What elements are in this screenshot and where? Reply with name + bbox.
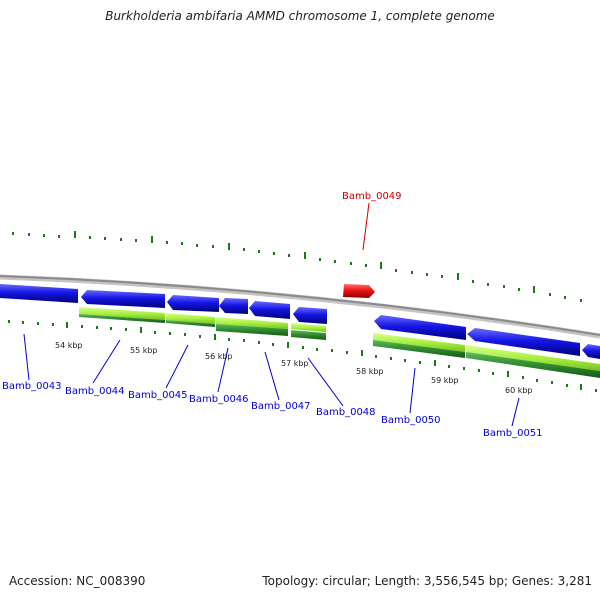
cds-bar-dark [466,352,600,378]
cds-bar-light [216,317,288,329]
gene-label-bamb-0050[interactable]: Bamb_0050 [381,415,441,426]
gene-label-bamb-0045[interactable]: Bamb_0045 [128,390,188,401]
tick-label: 59 kbp [431,376,459,385]
tick-labels: 54 kbp 55 kbp 56 kbp 57 kbp 58 kbp 59 kb… [55,341,533,395]
cds-bar-light [166,313,215,324]
gene-arrow-bamb-0050[interactable] [374,315,466,340]
gene-arrow-bamb-0046[interactable] [219,298,248,314]
genome-summary-text: Topology: circular; Length: 3,556,545 bp… [262,574,592,588]
cds-bar-light [373,333,465,352]
gene-arrow-bamb-0048[interactable] [293,307,327,324]
accession-text: Accession: NC_008390 [9,574,146,588]
gene-label-bamb-0049[interactable]: Bamb_0049 [342,191,402,202]
cds-track [79,307,600,378]
gene-label-bamb-0044[interactable]: Bamb_0044 [65,386,125,397]
gene-arrow-bamb-0047[interactable] [249,301,290,319]
tick-label: 60 kbp [505,386,533,395]
gene-label-bamb-0048[interactable]: Bamb_0048 [316,407,376,418]
map-title: Burkholderia ambifaria AMMD chromosome 1… [105,9,495,23]
lower-tick-ring [8,320,597,392]
tick-label: 54 kbp [55,341,83,350]
backbone-arc [0,274,600,339]
tick-label: 58 kbp [356,367,384,376]
cds-bar-dark [216,324,288,336]
cds-bar-dark [373,340,465,358]
tick-label: 55 kbp [130,346,158,355]
gene-arrow-bamb-0049[interactable] [343,284,375,298]
gene-label-bamb-0046[interactable]: Bamb_0046 [189,394,249,405]
cds-bar-light [466,345,600,371]
gene-arrow-bamb-0044[interactable] [81,290,165,308]
gene-label-bamb-0043[interactable]: Bamb_0043 [2,381,62,392]
gene-label-bamb-0047[interactable]: Bamb_0047 [251,401,311,412]
gene-track [0,284,600,359]
gene-arrow-bamb-0051[interactable] [467,328,580,356]
upper-tick-ring [12,231,582,302]
gene-arrow-bamb-0045[interactable] [167,295,219,312]
gene-arrow-bamb-0043[interactable] [0,284,78,303]
cds-bar-dark [291,330,326,340]
leader-lines [23,202,520,427]
tick-label: 57 kbp [281,359,309,368]
tick-label: 56 kbp [205,352,233,361]
cds-bar-dark [79,314,165,323]
backbone-arc-core [0,275,600,336]
cds-bar-light [291,323,326,332]
cds-bar-light [79,307,165,320]
gene-arrow[interactable] [582,344,600,359]
gene-labels: Bamb_0043 Bamb_0044 Bamb_0045 Bamb_0046 … [2,191,543,439]
cds-bar-dark [166,320,215,327]
gene-label-bamb-0051[interactable]: Bamb_0051 [483,428,543,439]
